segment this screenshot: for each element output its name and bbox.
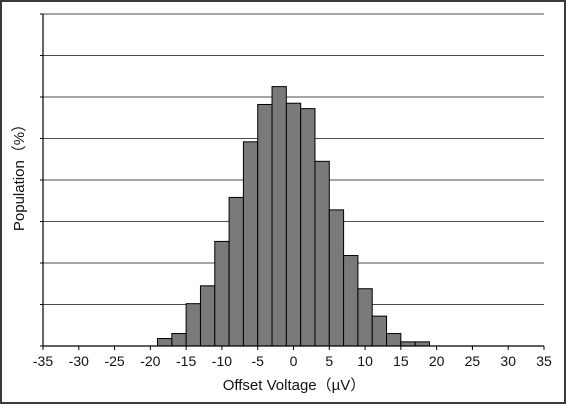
x-tick-labels: -35 -30 -25 -20 -15 -10 -5 0 5 10 15 20 25 30 35	[33, 353, 552, 369]
x-tick-label: -5	[251, 353, 264, 369]
histogram-bar	[171, 333, 187, 347]
histogram-bar	[199, 285, 216, 347]
x-tick-label: 0	[290, 353, 298, 369]
histogram-bar	[157, 338, 173, 347]
x-tick-label: 35	[536, 353, 552, 369]
histogram-bar	[371, 315, 388, 347]
histogram-bar	[257, 103, 273, 347]
histogram-bar	[414, 341, 430, 347]
x-tick-label: 25	[465, 353, 481, 369]
histogram-bar	[185, 303, 201, 347]
x-tick-label: 30	[500, 353, 516, 369]
histogram-bar	[328, 209, 345, 347]
x-tick-label: 5	[325, 353, 333, 369]
x-tick-label: -20	[140, 353, 160, 369]
y-axis-title: Population（%）	[11, 117, 28, 231]
histogram-bar	[400, 341, 416, 347]
x-tick-label: 20	[429, 353, 445, 369]
histogram-bar	[300, 108, 316, 347]
histogram-bar	[343, 255, 359, 347]
x-tick-label: 15	[393, 353, 409, 369]
histogram-bar	[242, 141, 259, 347]
histogram-bar	[357, 288, 373, 347]
histogram-bar	[228, 196, 244, 347]
x-tick-label: -15	[176, 353, 196, 369]
histogram-bar	[386, 333, 402, 347]
histogram-bar	[271, 86, 287, 347]
x-tick-label: -35	[33, 353, 53, 369]
x-tick-label: 10	[357, 353, 373, 369]
histogram-bars	[157, 86, 430, 347]
histogram-bar	[285, 102, 302, 347]
x-tick-label: -10	[212, 353, 232, 369]
x-tick-label: -25	[104, 353, 124, 369]
histogram-bar	[314, 160, 330, 347]
axes	[40, 13, 545, 350]
histogram-bar	[214, 240, 230, 347]
x-tick-label: -30	[69, 353, 89, 369]
x-axis-title: Offset Voltage（µV）	[223, 377, 366, 394]
